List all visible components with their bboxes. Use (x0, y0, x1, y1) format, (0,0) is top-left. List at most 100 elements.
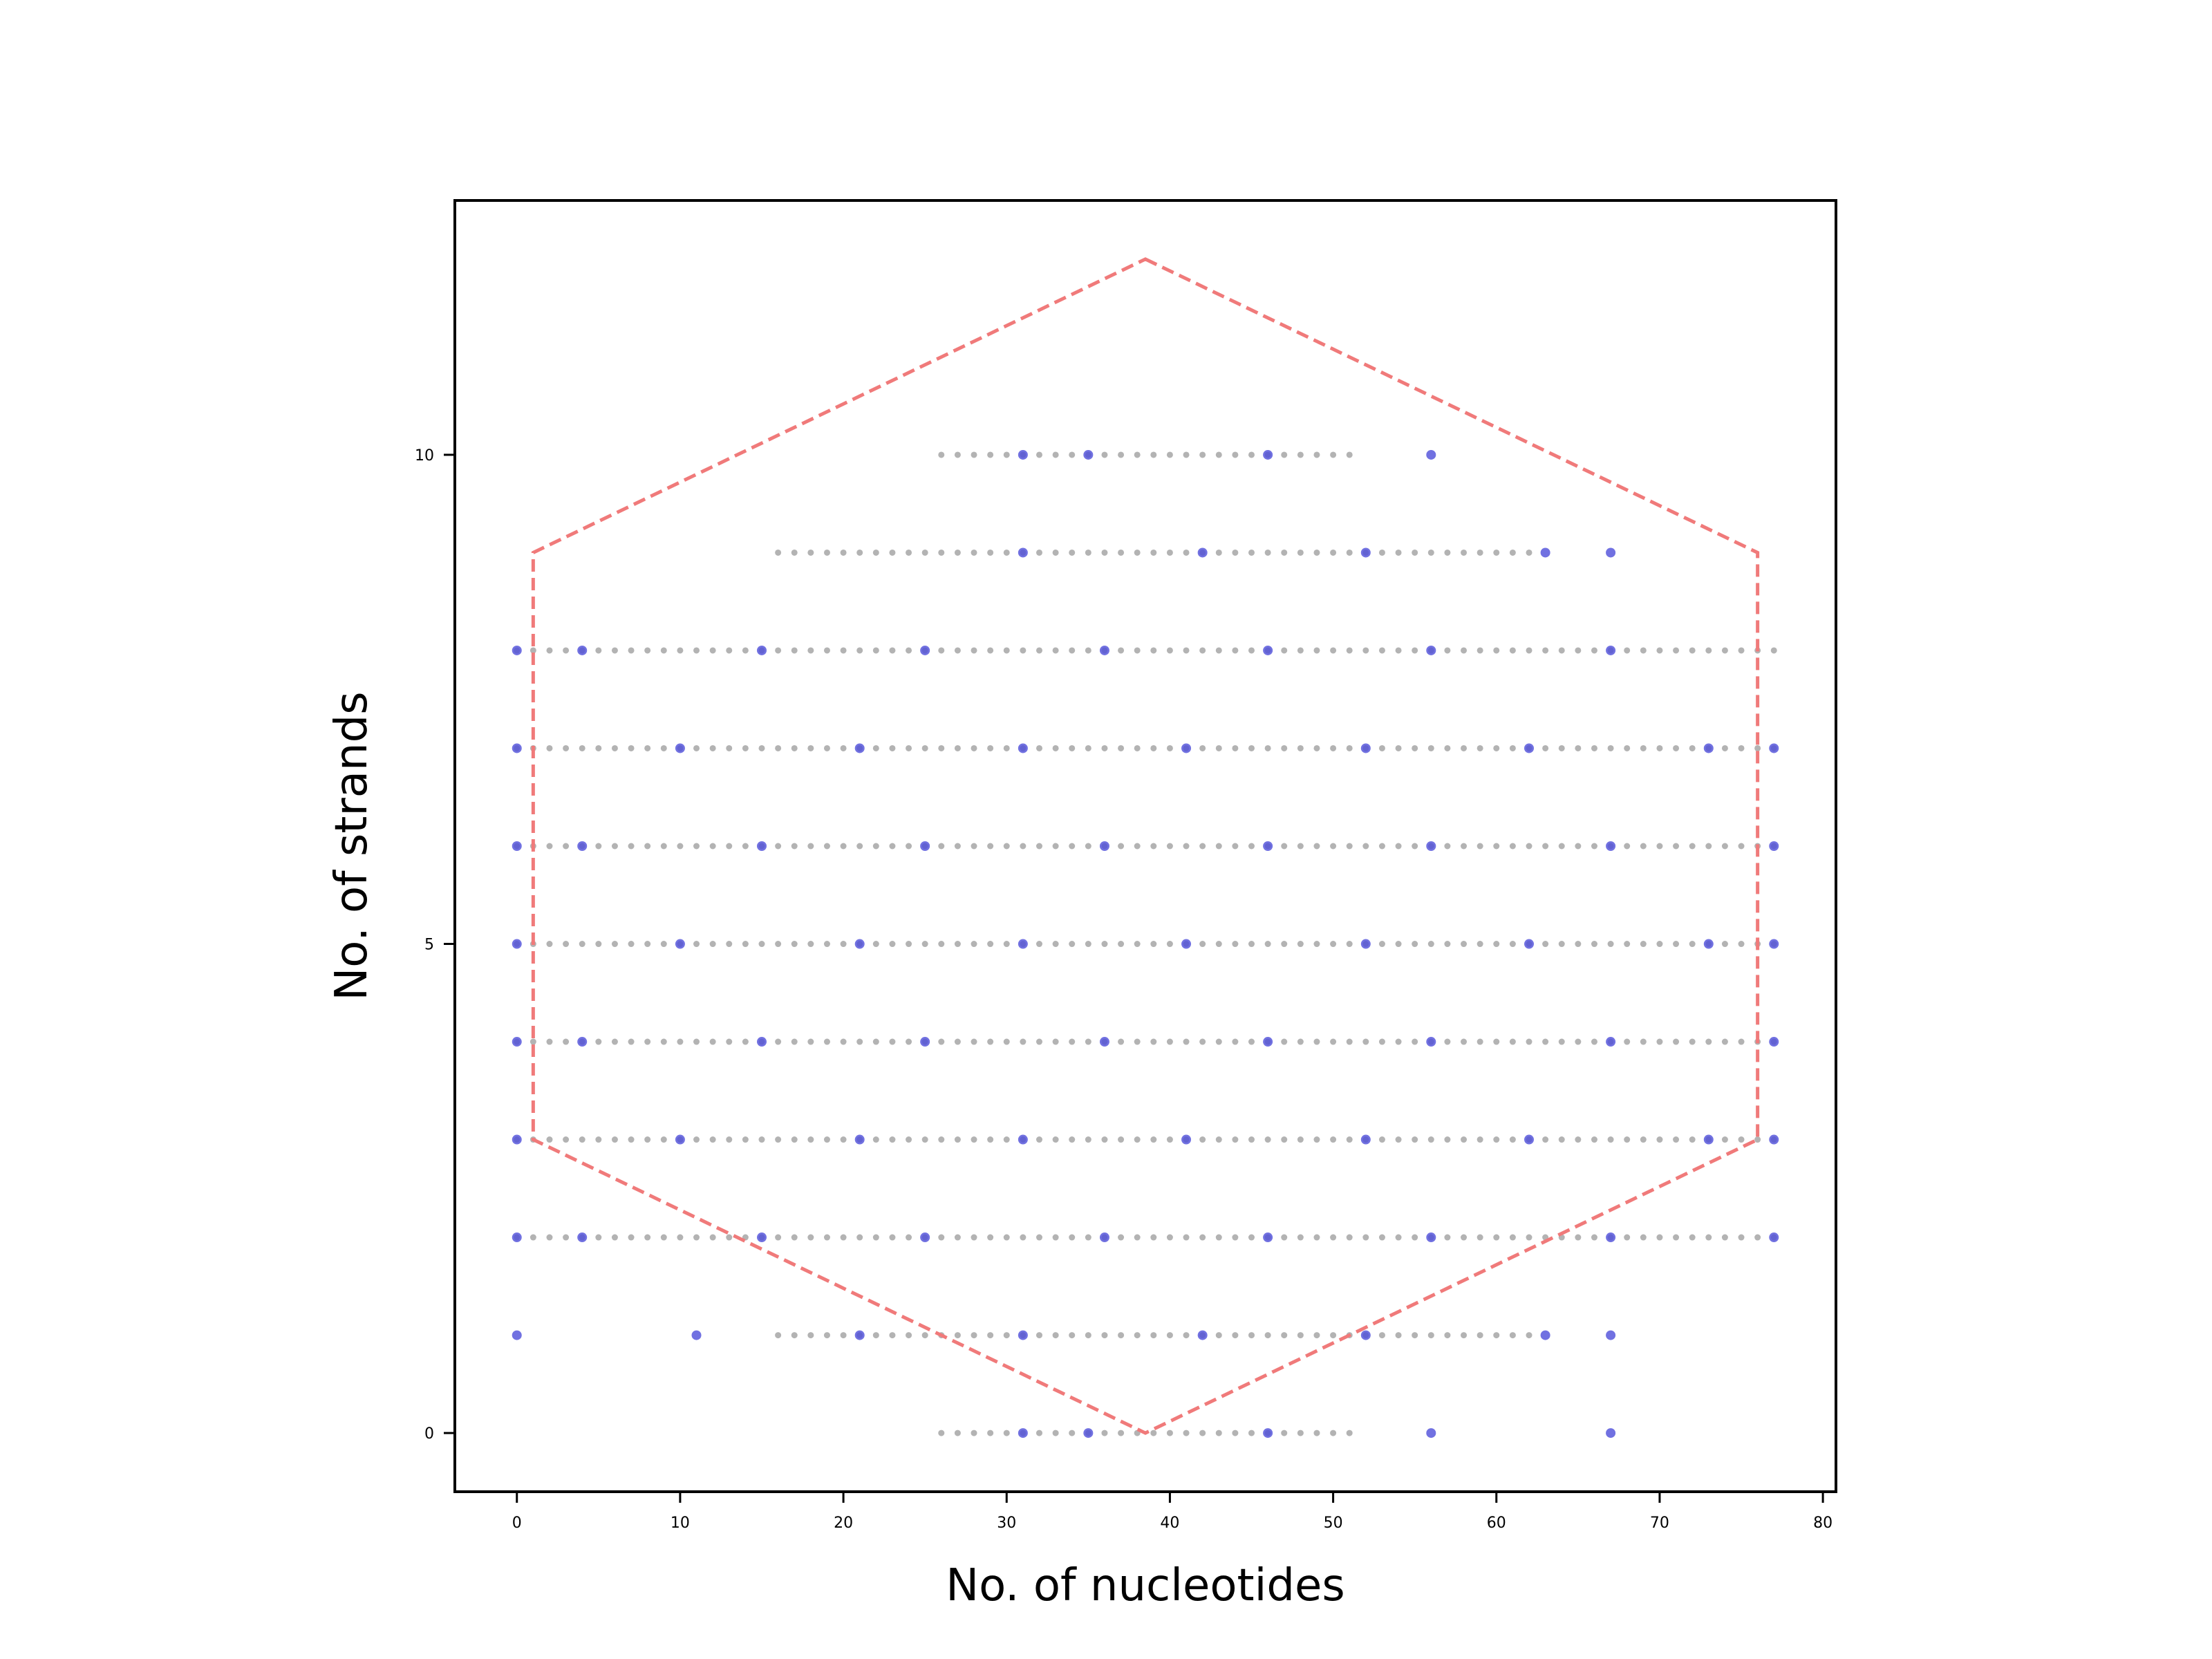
gray-point (677, 843, 684, 850)
gray-point (1461, 941, 1468, 948)
gray-point (1346, 647, 1353, 654)
gray-point (742, 647, 749, 654)
gray-point (1721, 843, 1728, 850)
gray-point (1477, 941, 1483, 948)
gray-point (1150, 1332, 1157, 1339)
gray-point (1477, 1038, 1483, 1045)
gray-point (693, 843, 700, 850)
gray-point (1264, 549, 1271, 556)
gray-point (563, 941, 570, 948)
gray-point (921, 941, 928, 948)
gray-point (1313, 1430, 1320, 1436)
gray-point (1346, 941, 1353, 948)
gray-point (579, 1136, 585, 1143)
gray-point (611, 744, 618, 751)
gray-point (906, 1332, 912, 1339)
gray-point (823, 1234, 830, 1241)
gray-point (1118, 1430, 1125, 1436)
gray-point (1444, 1136, 1451, 1143)
gray-point (1134, 549, 1141, 556)
gray-point (1297, 744, 1304, 751)
gray-point (823, 1038, 830, 1045)
gray-point (1673, 1038, 1680, 1045)
gray-point (1689, 941, 1696, 948)
gray-point (660, 647, 667, 654)
gray-point (1134, 1136, 1141, 1143)
gray-point (1395, 941, 1402, 948)
gray-point (775, 549, 782, 556)
gray-point (1166, 1038, 1173, 1045)
gray-point (1412, 1038, 1418, 1045)
blue-point (1360, 1134, 1371, 1145)
blue-point (854, 743, 865, 753)
gray-point (1069, 1038, 1076, 1045)
gray-point (1281, 647, 1288, 654)
gray-point (1656, 941, 1663, 948)
gray-point (840, 549, 847, 556)
gray-point (644, 744, 651, 751)
gray-point (1232, 1430, 1239, 1436)
plot-frame (453, 199, 1837, 1493)
gray-point (1624, 647, 1631, 654)
gray-point (693, 744, 700, 751)
gray-point (1362, 647, 1369, 654)
blue-point (757, 1232, 767, 1243)
gray-point (1281, 941, 1288, 948)
gray-point (1346, 1038, 1353, 1045)
gray-point (1640, 941, 1647, 948)
gray-point (628, 1038, 635, 1045)
gray-point (1444, 647, 1451, 654)
blue-point (1263, 1428, 1273, 1438)
gray-point (1150, 744, 1157, 751)
gray-point (1085, 843, 1091, 850)
gray-point (938, 647, 945, 654)
gray-point (1673, 1136, 1680, 1143)
blue-point (1018, 743, 1028, 753)
gray-point (1346, 1430, 1353, 1436)
gray-point (1150, 1038, 1157, 1045)
gray-point (1689, 744, 1696, 751)
gray-point (1150, 1234, 1157, 1241)
gray-point (1297, 647, 1304, 654)
gray-point (546, 647, 553, 654)
gray-point (1248, 647, 1255, 654)
blue-point (1018, 1330, 1028, 1340)
gray-point (987, 744, 994, 751)
gray-point (1378, 1136, 1385, 1143)
gray-point (1118, 1332, 1125, 1339)
gray-point (546, 744, 553, 751)
gray-point (1689, 647, 1696, 654)
gray-point (693, 1234, 700, 1241)
gray-point (906, 1136, 912, 1143)
gray-point (971, 1332, 977, 1339)
gray-point (1461, 744, 1468, 751)
gray-point (1461, 647, 1468, 654)
gray-point (1575, 647, 1582, 654)
gray-point (1183, 647, 1190, 654)
gray-point (1673, 843, 1680, 850)
gray-point (1770, 647, 1777, 654)
gray-point (1591, 1136, 1597, 1143)
gray-point (1085, 549, 1091, 556)
x-axis: 0 10 20 30 40 50 60 70 80 (512, 1492, 1833, 1532)
gray-point (1427, 1136, 1434, 1143)
gray-point (1558, 647, 1565, 654)
gray-point (1052, 451, 1059, 458)
blue-point (1703, 939, 1714, 949)
gray-point (954, 744, 961, 751)
gray-point (1689, 1038, 1696, 1045)
gray-point (742, 744, 749, 751)
gray-point (954, 1430, 961, 1436)
blue-point (1606, 1232, 1616, 1243)
gray-point (1183, 1332, 1190, 1339)
gray-point (906, 1038, 912, 1045)
gray-point (1264, 941, 1271, 948)
gray-point (595, 744, 602, 751)
gray-point (1003, 941, 1010, 948)
gray-point (1624, 1038, 1631, 1045)
gray-point (1118, 1038, 1125, 1045)
gray-point (1118, 1136, 1125, 1143)
gray-point (1313, 941, 1320, 948)
blue-point (1426, 1428, 1436, 1438)
